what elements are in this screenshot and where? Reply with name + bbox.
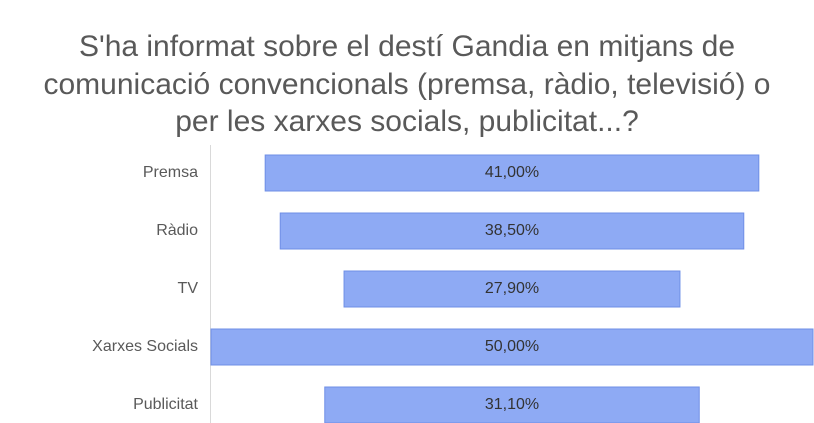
category-label: Xarxes Socials [92, 338, 198, 355]
value-label: 50,00% [485, 338, 539, 355]
value-label: 38,50% [485, 222, 539, 239]
bar [343, 270, 681, 308]
value-label: 31,10% [485, 396, 539, 413]
category-label: TV [178, 280, 199, 297]
value-label: 27,90% [485, 280, 539, 297]
category-label: Ràdio [156, 222, 198, 239]
bar [264, 154, 760, 192]
bar [210, 328, 814, 366]
chart-title: S'ha informat sobre el destí Gandia en m… [43, 30, 771, 138]
bar [324, 386, 700, 423]
bar [279, 212, 745, 250]
value-label: 41,00% [485, 164, 539, 181]
category-label: Premsa [143, 164, 198, 181]
category-label: Publicitat [133, 396, 198, 413]
